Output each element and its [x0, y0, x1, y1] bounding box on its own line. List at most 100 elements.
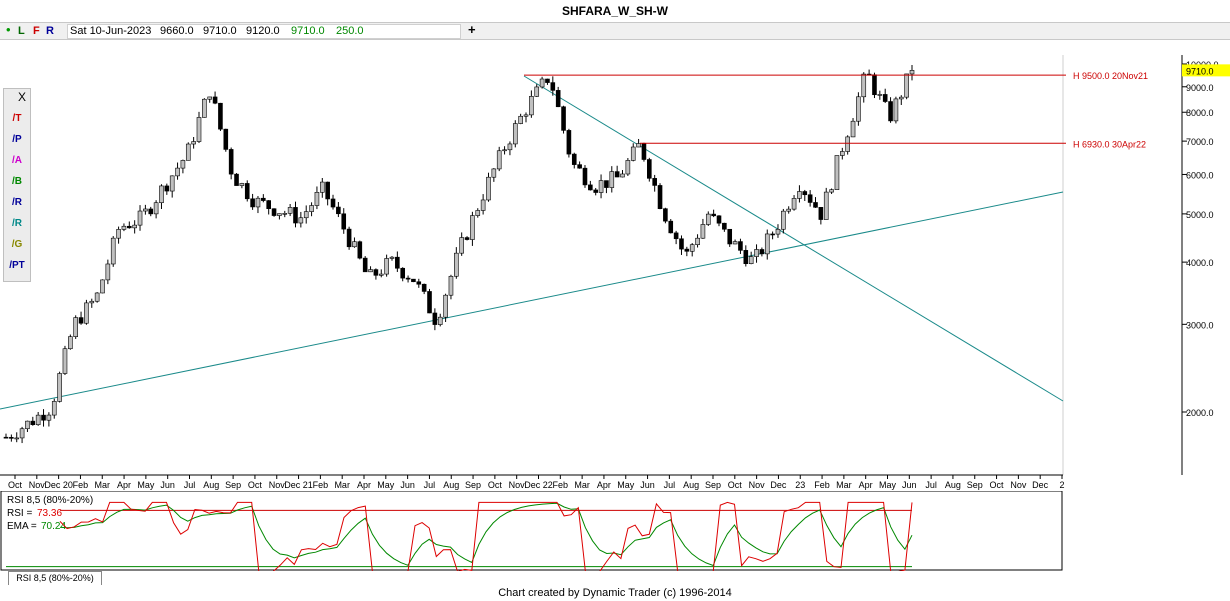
candle-body: [30, 420, 36, 426]
x-tick-label: Jun: [640, 480, 655, 490]
candle-body: [41, 414, 46, 421]
candle-body: [882, 94, 888, 102]
y-tick-label: 6000.0: [1186, 170, 1214, 180]
candle-body: [754, 249, 759, 257]
x-tick-label: Jul: [925, 480, 937, 490]
candle-body: [255, 197, 261, 208]
ratio-toggle[interactable]: R: [46, 25, 54, 37]
candle-body: [850, 120, 856, 138]
x-tick-label: Nov: [1010, 480, 1027, 490]
x-tick-label: Nov: [749, 480, 766, 490]
candle-body: [282, 213, 288, 215]
x-tick-label: Apr: [859, 480, 873, 490]
candle-body: [314, 192, 320, 206]
price-time-icon[interactable]: /PT: [9, 260, 25, 271]
candle-body: [378, 273, 384, 276]
chart-title: SHFARA_W_SH-W: [0, 0, 1230, 23]
rsi-header: RSI 8,5 (80%-20%): [7, 495, 93, 506]
candle-body: [110, 237, 116, 265]
candle-body: [759, 249, 765, 255]
candle-body: [679, 238, 684, 250]
candle-body: [298, 217, 304, 224]
candle-body: [180, 160, 186, 169]
ratio-lines-icon[interactable]: /R: [12, 218, 22, 229]
trendline-icon[interactable]: /T: [12, 113, 22, 124]
candle-body: [582, 167, 588, 186]
fib-toggle[interactable]: F: [33, 25, 40, 37]
candle-body: [705, 213, 711, 225]
candle-body: [716, 215, 722, 224]
candle-body: [641, 143, 647, 160]
line-toggle[interactable]: L: [18, 25, 25, 37]
x-tick-label: Mar: [95, 480, 111, 490]
x-tick-label: Aug: [683, 480, 699, 490]
support-trendline: [0, 191, 1064, 410]
x-tick-label: Dec: [1032, 480, 1049, 490]
candle-body: [823, 191, 829, 220]
candle-body: [764, 233, 770, 255]
candle-body: [185, 143, 191, 161]
x-tick-label: May: [137, 480, 155, 490]
candle-body: [454, 252, 459, 277]
candle-body: [561, 106, 566, 131]
candle-body: [336, 206, 341, 215]
candle-body: [668, 220, 674, 234]
candle-body: [711, 213, 716, 217]
candle-body: [373, 269, 379, 276]
x-tick-label: Apr: [597, 480, 611, 490]
candle-body: [357, 241, 363, 259]
candle-body: [464, 237, 470, 240]
toolbar-close-icon[interactable]: X: [17, 90, 26, 104]
candle-body: [400, 267, 406, 279]
y-tick-label: 9000.0: [1186, 83, 1214, 93]
bars-projection-icon[interactable]: /B: [12, 176, 22, 187]
candle-body: [518, 115, 523, 124]
candle-body: [191, 141, 196, 145]
candle-body: [432, 312, 438, 325]
x-tick-label: Oct: [728, 480, 743, 490]
candle-body: [534, 86, 540, 97]
candle-body: [46, 414, 52, 421]
candle-body: [100, 279, 105, 294]
ema-label: EMA =: [7, 521, 37, 532]
add-icon[interactable]: +: [468, 22, 476, 37]
rsi-line: [59, 501, 913, 571]
candle-body: [727, 228, 733, 245]
footer-credit: Chart created by Dynamic Trader (c) 1996…: [498, 587, 732, 599]
x-tick-label: Oct: [8, 480, 23, 490]
rsi-tab[interactable]: RSI 8,5 (80%-20%): [8, 571, 102, 585]
candle-body: [904, 73, 909, 98]
y-tick-label: 5000.0: [1186, 210, 1214, 220]
x-tick-label: Oct: [990, 480, 1005, 490]
candle-body: [196, 117, 202, 142]
parallel-lines-icon[interactable]: /P: [12, 134, 22, 145]
candle-body: [127, 225, 132, 229]
x-tick-label: 23: [795, 480, 805, 490]
candle-body: [384, 258, 389, 275]
candle-body: [722, 222, 727, 230]
candle-body: [775, 228, 781, 235]
candle-body: [663, 208, 668, 222]
candle-body: [143, 208, 148, 212]
candle-body: [598, 180, 604, 193]
candle-body: [507, 143, 513, 151]
gann-fan-icon[interactable]: /G: [11, 239, 23, 250]
candle-body: [330, 198, 336, 208]
candle-body: [164, 185, 170, 192]
candle-body: [202, 98, 207, 118]
bar-low: 9120.0: [246, 25, 280, 37]
x-tick-label: Aug: [945, 480, 961, 490]
candle-body: [523, 114, 529, 117]
candle-body: [909, 70, 915, 75]
bar-date: Sat 10-Jun-2023: [70, 25, 152, 37]
candle-body: [368, 269, 373, 273]
candle-body: [169, 175, 175, 192]
andrews-pitchfork-icon[interactable]: /A: [12, 155, 22, 166]
candle-body: [630, 146, 636, 161]
candle-body: [529, 96, 534, 116]
candle-body: [207, 96, 213, 100]
rsi-panel[interactable]: RSI 8,5 (80%-20%) RSI = 73.36 EMA = 70.2…: [0, 491, 1230, 571]
candle-body: [732, 241, 738, 245]
retracement-icon[interactable]: /R: [12, 197, 22, 208]
